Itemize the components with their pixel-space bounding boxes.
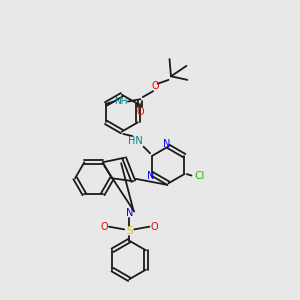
Text: O: O <box>100 222 108 232</box>
Text: N: N <box>147 172 155 182</box>
Text: HN: HN <box>128 136 142 146</box>
Text: NH: NH <box>114 97 127 106</box>
Text: N: N <box>163 139 171 149</box>
Text: O: O <box>151 222 158 232</box>
Text: S: S <box>126 226 133 236</box>
Text: O: O <box>136 107 144 117</box>
Text: O: O <box>152 81 159 91</box>
Text: Cl: Cl <box>195 171 205 181</box>
Text: N: N <box>125 208 133 218</box>
